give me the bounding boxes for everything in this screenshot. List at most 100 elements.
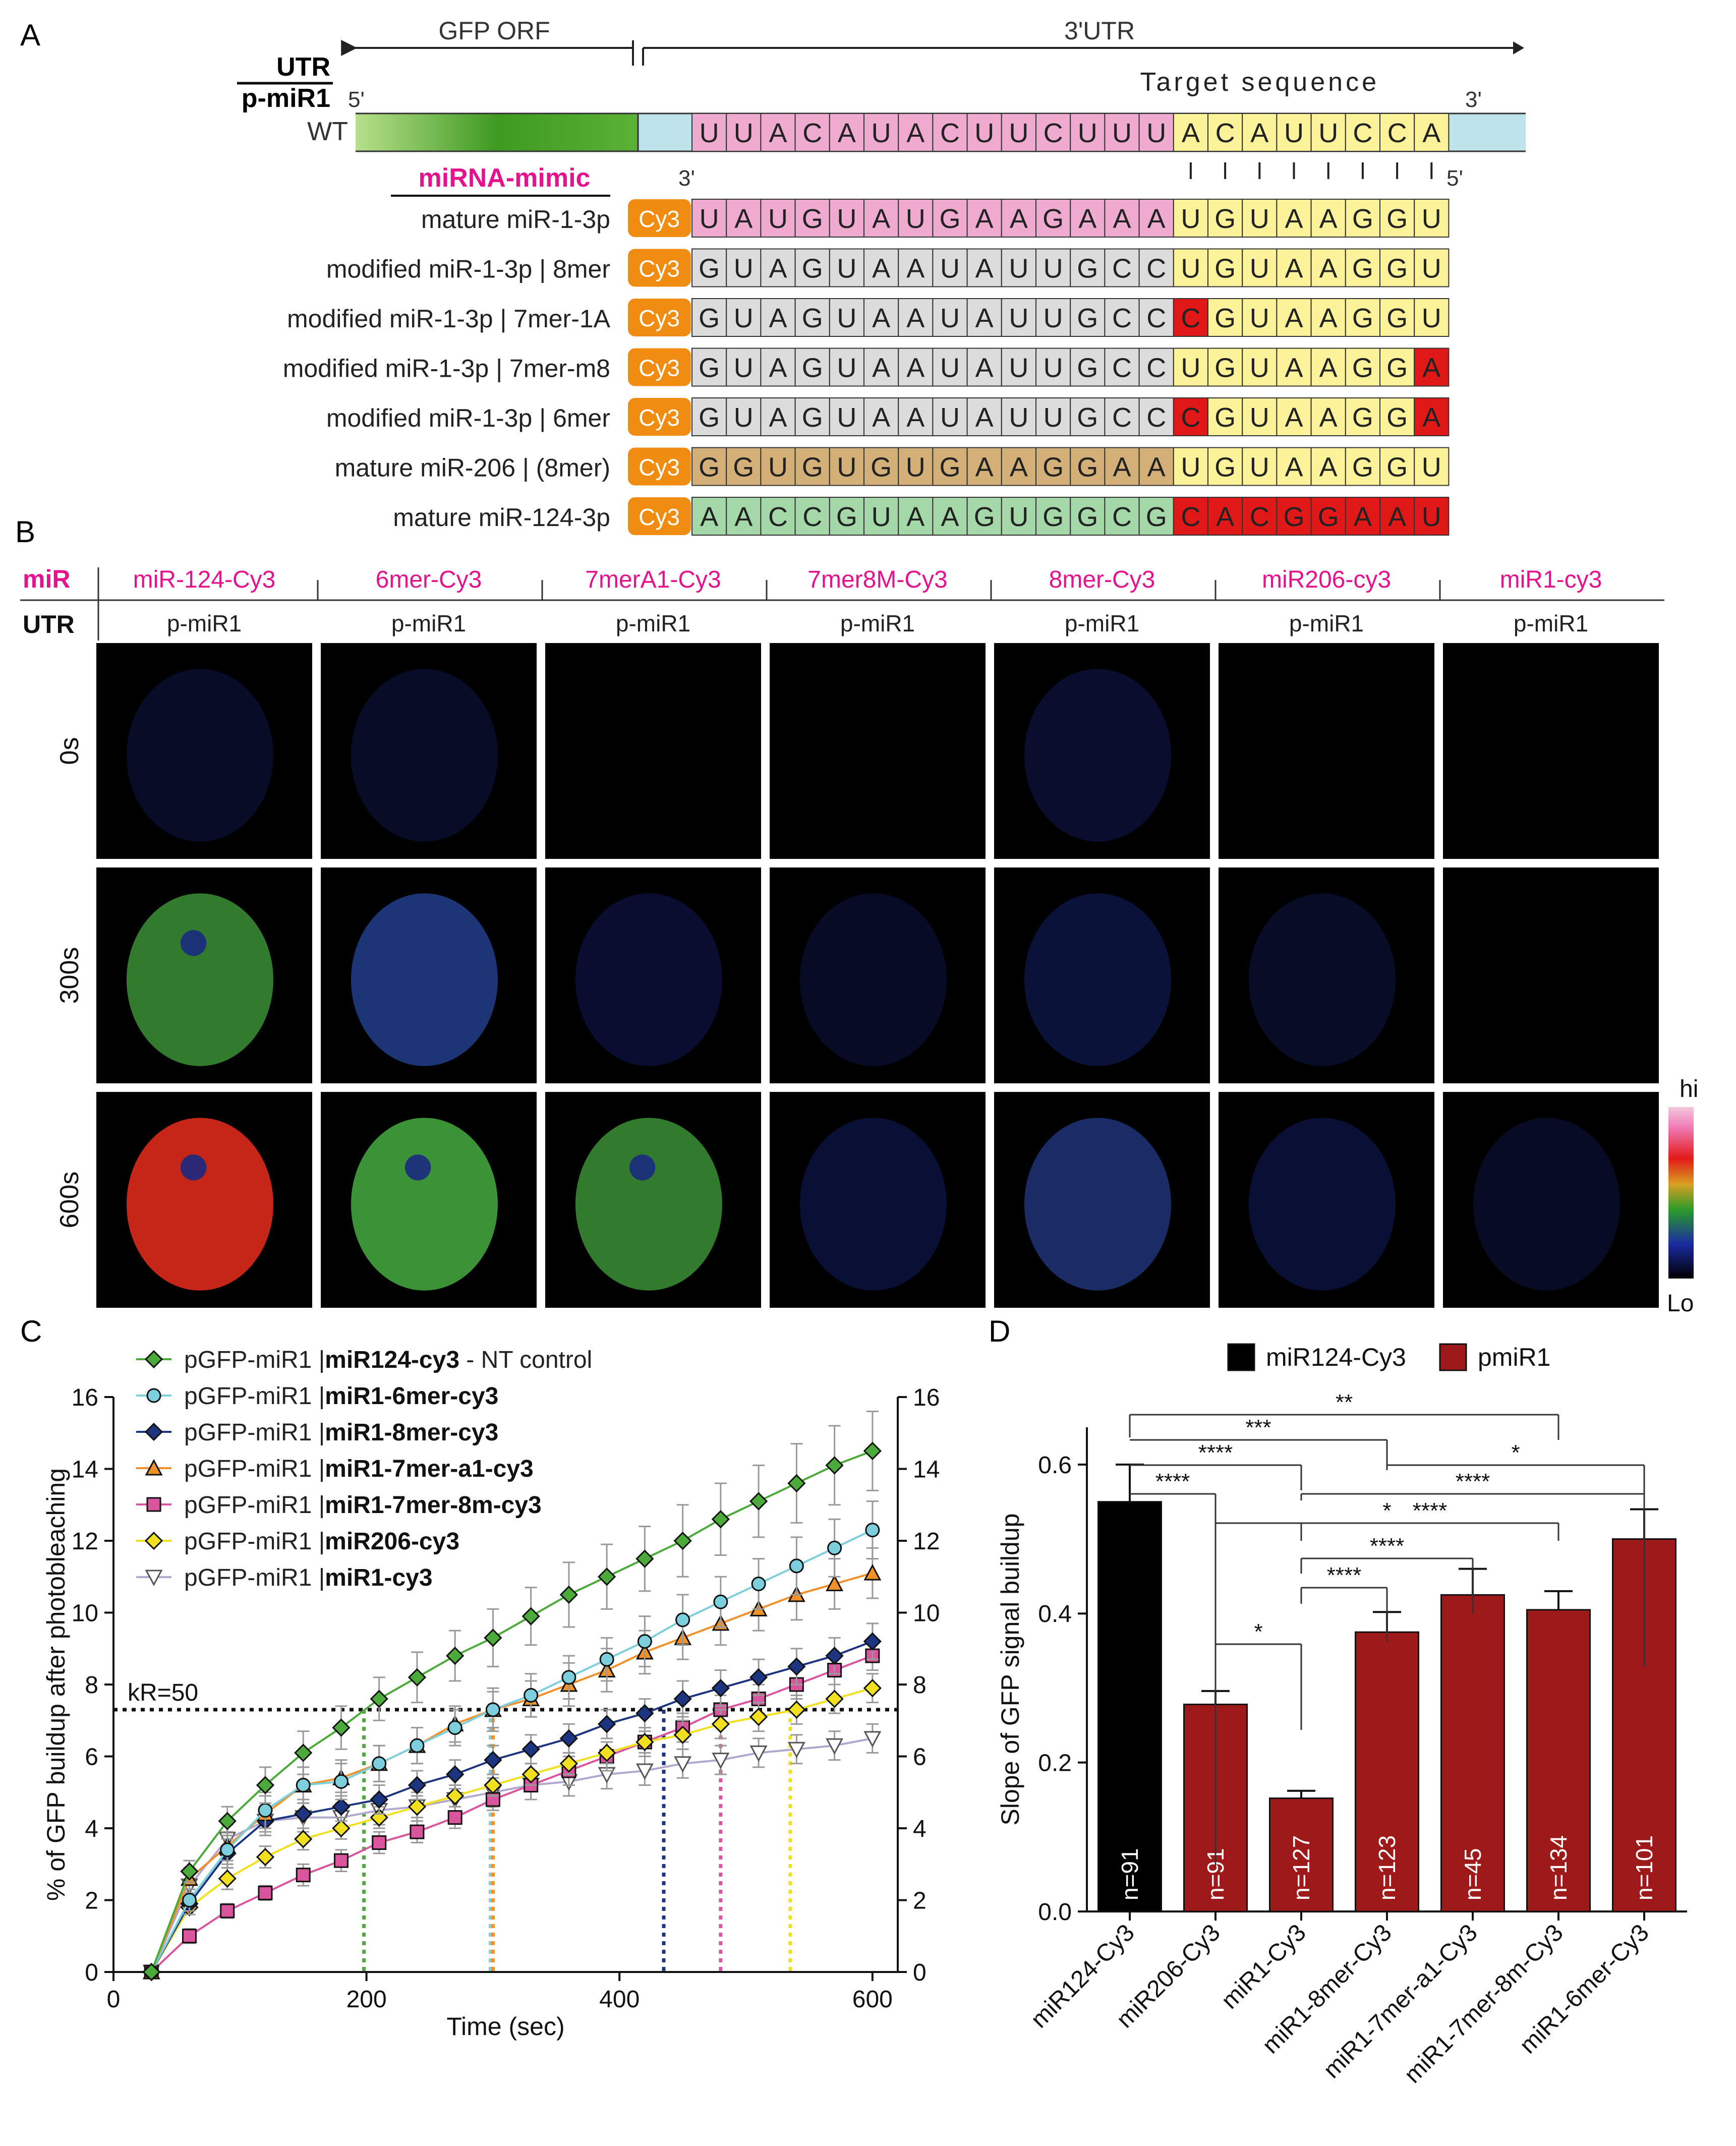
base: C [768, 502, 788, 532]
base: A [1285, 204, 1303, 234]
base: A [975, 452, 994, 483]
data-point [446, 1786, 465, 1806]
x-tick-label: miR1-7mer-8m-Cy3 [1399, 1919, 1568, 2088]
base-cell [898, 298, 934, 337]
panel-a-letter: A [20, 18, 40, 52]
utr-header: UTR [23, 610, 75, 639]
cy3-tag [628, 199, 691, 237]
legend-bold: miR1-6mer-cy3 [325, 1383, 498, 1410]
data-point [674, 1756, 692, 1773]
base: A [700, 502, 718, 532]
base: U [1009, 303, 1028, 333]
base: G [699, 452, 720, 483]
legend-swatch [1439, 1343, 1467, 1371]
base: G [1352, 402, 1373, 433]
mimic-five-prime: 5' [1446, 166, 1463, 191]
wt-base: C [802, 118, 822, 148]
base: G [1352, 204, 1373, 234]
nucleus-spot [180, 1154, 207, 1181]
base-cell [760, 298, 796, 337]
base: C [1112, 254, 1132, 284]
base: A [975, 303, 994, 333]
base-cell [1104, 248, 1140, 287]
base-cell [863, 347, 899, 387]
base: A [734, 204, 753, 234]
base-cell [1104, 199, 1140, 238]
base-cell [794, 397, 830, 436]
base: A [906, 502, 924, 532]
y-tick-label: 6 [85, 1744, 98, 1771]
wt-base: A [1182, 118, 1200, 148]
base-cell [1242, 397, 1278, 436]
y-tick-label-right: 12 [913, 1528, 940, 1555]
wt-base: C [1216, 118, 1235, 148]
micrograph [994, 643, 1210, 859]
base: G [1043, 204, 1064, 234]
base-cell [863, 447, 899, 486]
base: U [940, 353, 960, 383]
data-point [484, 1751, 502, 1769]
base-cell [1001, 199, 1037, 238]
base-cell [1414, 248, 1450, 287]
y-tick-label-right: 10 [913, 1600, 940, 1627]
base: A [975, 353, 994, 383]
base: C [1146, 254, 1166, 284]
base: A [1285, 402, 1303, 433]
sig-label: **** [1198, 1440, 1233, 1465]
base-cell [898, 199, 934, 238]
base-cell [1207, 347, 1243, 387]
base-cell [1207, 447, 1243, 486]
time-label: 600s [55, 1172, 84, 1229]
five-prime-label: 5' [348, 87, 365, 112]
base-cell [1035, 397, 1071, 436]
data-point [561, 1670, 576, 1685]
y-tick-label: 0.4 [1038, 1601, 1072, 1628]
data-point [447, 1810, 462, 1825]
base-cell [966, 447, 1002, 486]
data-point [673, 1725, 692, 1744]
base: A [906, 353, 924, 383]
wt-base: A [838, 118, 856, 148]
utr-value: p-miR1 [1514, 610, 1588, 636]
base-cell [1414, 298, 1450, 337]
base: C [802, 502, 822, 532]
base-cell [932, 447, 968, 486]
base: U [1250, 402, 1269, 433]
base: A [769, 254, 787, 284]
base-cell [1070, 447, 1106, 486]
base: U [1250, 452, 1269, 483]
base: G [974, 502, 995, 532]
base: A [1010, 452, 1028, 483]
sig-label: **** [1155, 1469, 1190, 1494]
micrograph [1443, 1092, 1659, 1308]
base: G [939, 452, 960, 483]
image-grid: miR-124-Cy3 p-miR1 6mer-Cy3 p-miR1 7merA1-Cy… [55, 566, 1659, 1308]
base: C [1181, 502, 1200, 532]
cy3-label: Cy3 [639, 504, 680, 530]
base: U [906, 452, 925, 483]
base-cell [760, 447, 796, 486]
utr-label: UTR [276, 52, 330, 82]
data-point [180, 1862, 199, 1881]
base-cell [726, 199, 762, 238]
base: G [1283, 502, 1304, 532]
wt-label: WT [307, 117, 348, 146]
base: U [1250, 303, 1269, 333]
n-label: n=45 [1460, 1848, 1486, 1900]
data-point [408, 1797, 427, 1816]
base: A [975, 402, 994, 433]
y-tick-label: 14 [72, 1457, 98, 1483]
base: A [906, 402, 924, 433]
data-point [598, 1744, 616, 1762]
base: G [1214, 402, 1236, 433]
y-tick-label-right: 16 [913, 1384, 940, 1411]
data-point [712, 1753, 730, 1769]
legend-prefix: pGFP-miR1 | [184, 1419, 325, 1446]
cell-signal [575, 1118, 722, 1291]
y-tick-label: 2 [85, 1888, 98, 1915]
bar [1440, 1594, 1505, 1912]
data-point [749, 1492, 768, 1511]
series-3 [142, 1547, 882, 1980]
data-point [711, 1715, 730, 1733]
